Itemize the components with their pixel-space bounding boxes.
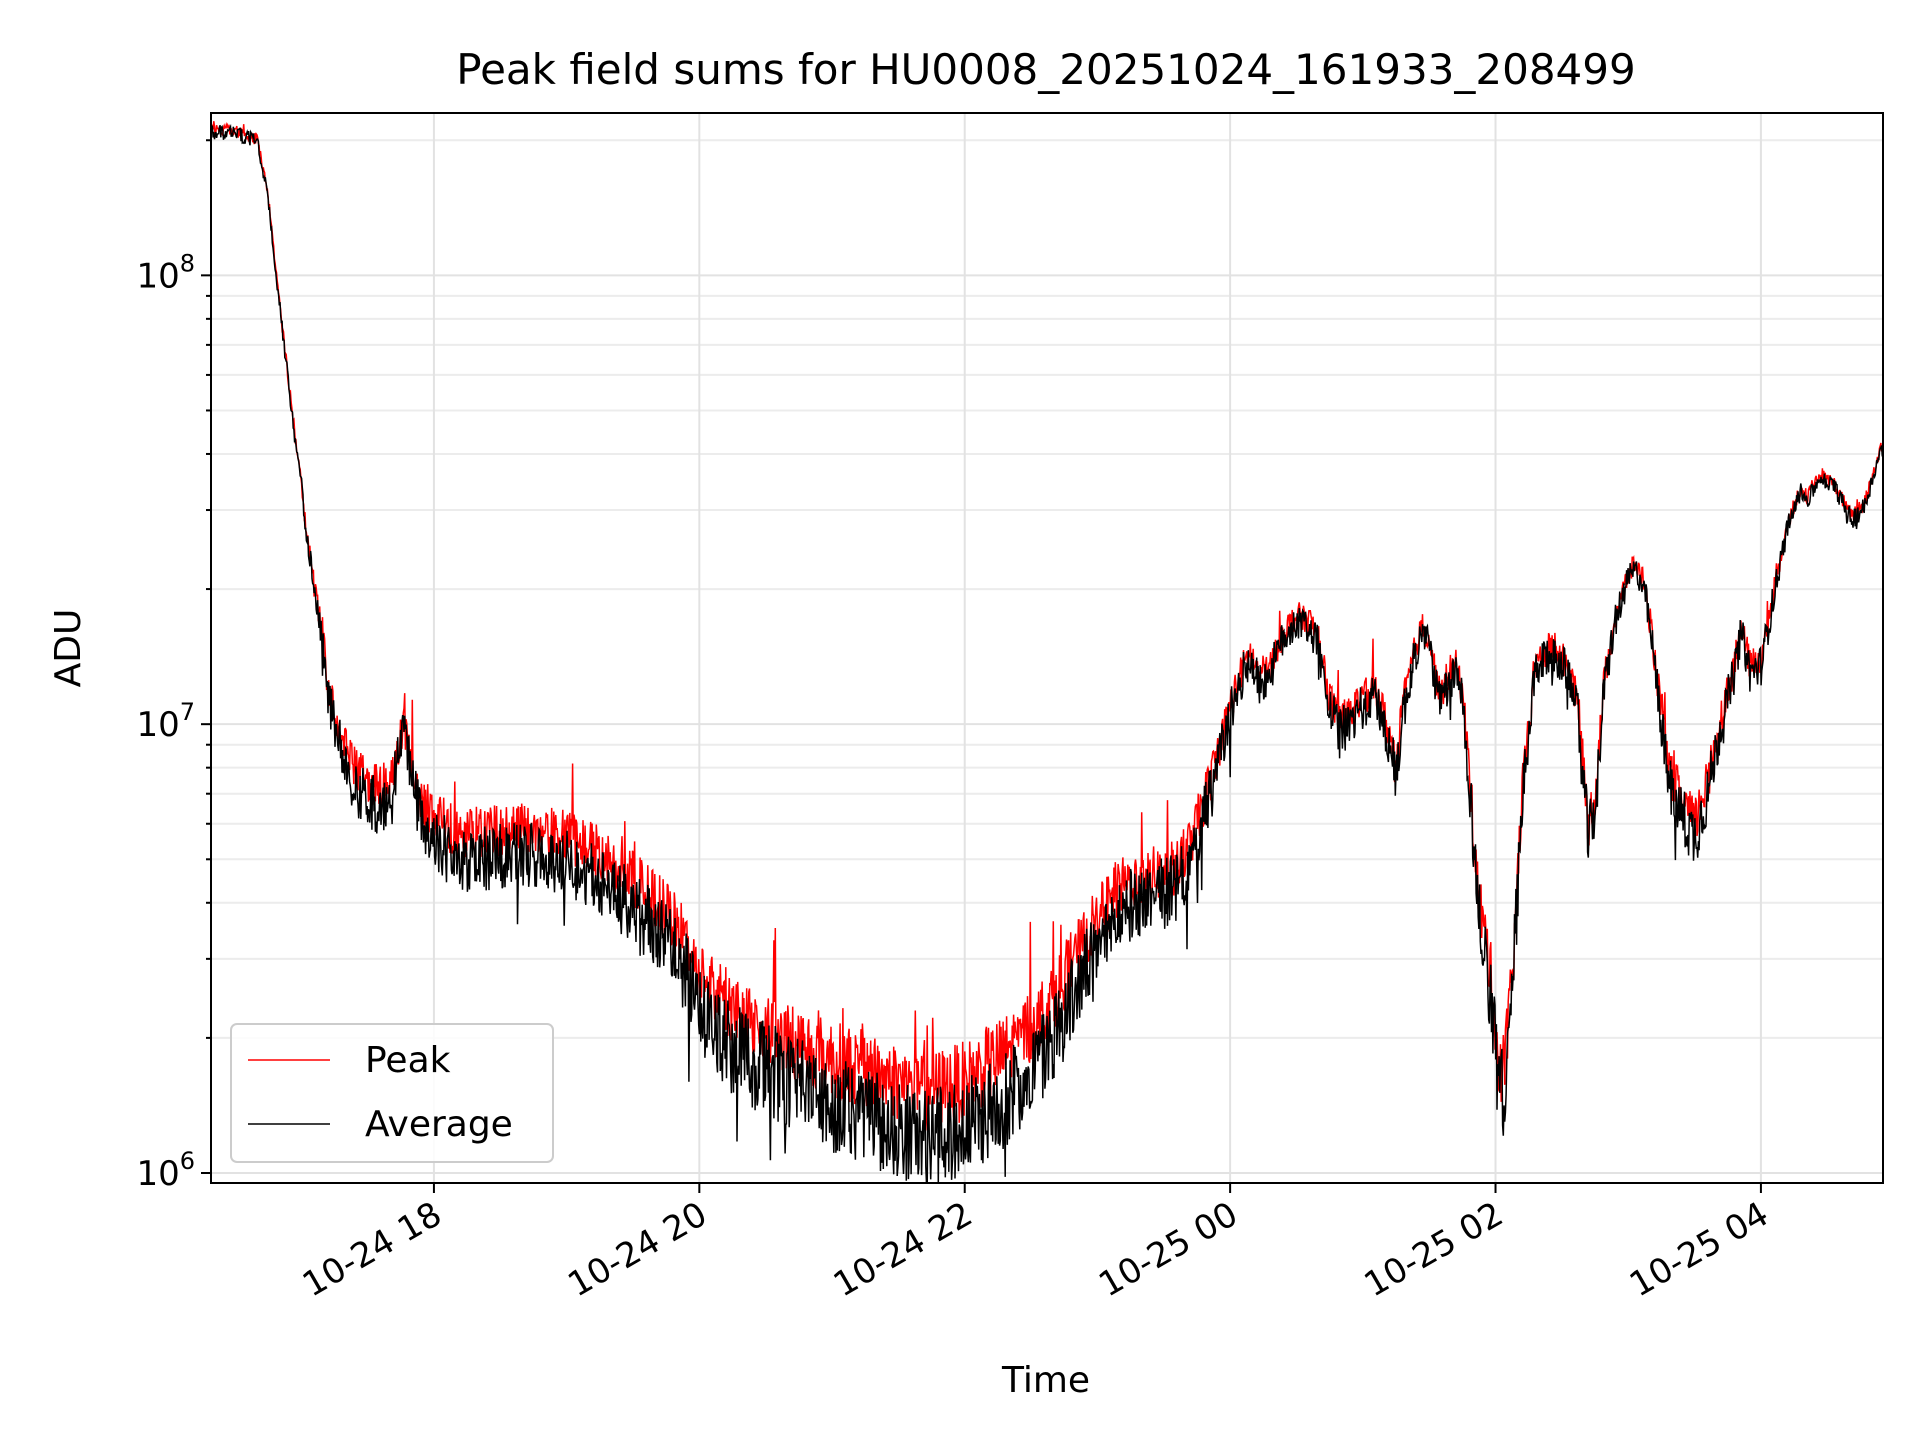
y-tick-label: 106 xyxy=(136,1147,195,1194)
y-tick-label: 108 xyxy=(136,249,195,296)
y-tick-label: 107 xyxy=(136,698,195,745)
plot-frame xyxy=(210,112,1884,1184)
y-axis-label: ADU xyxy=(48,609,89,688)
grid-minor xyxy=(211,139,1883,1039)
series-group xyxy=(211,121,1883,1183)
legend-box xyxy=(230,1023,554,1163)
y-axis: 106 107 108 xyxy=(136,139,211,1194)
legend-average-label: Average xyxy=(365,1104,513,1145)
series-line-average xyxy=(211,123,1883,1183)
legend-peak-label: Peak xyxy=(365,1040,451,1081)
chart-title: Peak field sums for HU0008_20251024_1619… xyxy=(456,45,1635,94)
grid-major xyxy=(211,113,1883,1183)
x-axis-label: Time xyxy=(1001,1360,1090,1401)
legend: Peak Average xyxy=(230,1023,554,1163)
